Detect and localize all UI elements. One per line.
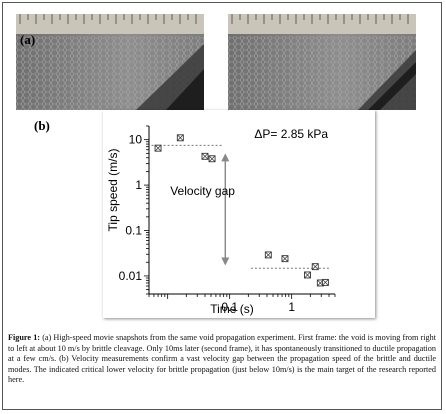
data-point-cross xyxy=(304,271,311,279)
y-axis-title: Tip speed (m/s) xyxy=(106,149,120,232)
data-point-cross xyxy=(281,255,289,262)
panel-a-label: (a) xyxy=(20,32,36,47)
y-tick-label: 0.1 xyxy=(125,224,142,238)
data-point xyxy=(321,278,329,286)
figure-caption: Figure 1: (a) High-speed movie snapshots… xyxy=(8,333,436,386)
caption-text: (a) High-speed movie snapshots from the … xyxy=(8,333,436,385)
snapshot-frame-1-image xyxy=(16,14,204,110)
y-tick-label: 1 xyxy=(135,178,142,192)
data-point xyxy=(304,271,311,279)
x-tick-label: 1 xyxy=(288,300,295,314)
data-point xyxy=(264,251,272,259)
data-point xyxy=(311,263,319,271)
data-point xyxy=(281,255,289,263)
data-point xyxy=(154,144,162,152)
y-tick-label: 10 xyxy=(129,133,143,147)
data-point-cross xyxy=(154,144,162,152)
data-point-cross xyxy=(177,134,184,142)
velocity-chart: 0.1 1 10 1 0.1 0.01 Time (s) Tip speed (m/s) Ve… xyxy=(103,110,375,318)
panel-b-label: (b) xyxy=(34,118,50,133)
data-point-cross xyxy=(208,155,216,163)
snapshot-frame-2 xyxy=(228,14,416,110)
x-tick-label: 0.1 xyxy=(221,300,238,314)
pressure-annotation: ΔP= 2.85 kPa xyxy=(254,127,328,141)
y-tick-label: 0.01 xyxy=(119,269,143,283)
data-point-cross xyxy=(265,251,272,259)
data-point xyxy=(208,155,216,163)
snapshot-frame-2-image xyxy=(228,14,416,110)
figure-frame xyxy=(2,2,442,410)
data-point-cross xyxy=(201,153,209,160)
arrow-head-up xyxy=(221,153,230,162)
x-axis-title: Time (s) xyxy=(210,302,254,316)
data-point-cross xyxy=(311,263,319,270)
data-point xyxy=(201,152,209,160)
velocity-gap-label: Velocity gap xyxy=(170,184,235,198)
data-point-cross xyxy=(322,279,329,286)
snapshot-frame-1 xyxy=(16,14,204,110)
velocity-chart-plot: 0.1 1 10 1 0.1 0.01 Time (s) Tip speed (m/s) Ve… xyxy=(106,125,336,316)
caption-label: Figure 1: xyxy=(8,333,41,342)
data-point xyxy=(176,134,184,142)
arrow-head-down xyxy=(221,257,230,266)
